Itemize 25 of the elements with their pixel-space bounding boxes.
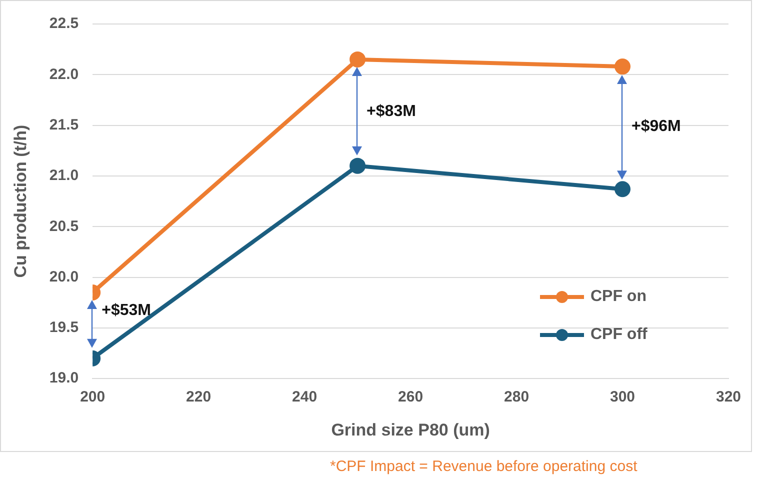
annotation: +$53M <box>102 302 151 320</box>
point <box>614 58 631 75</box>
y-tick-label: 21.5 <box>49 116 79 134</box>
text: *CPF Impact = Revenue before operating cost <box>330 458 638 475</box>
y-tick-label: 22.5 <box>49 15 79 32</box>
y-tick-label: 20.0 <box>49 268 79 286</box>
x-tick-label: 320 <box>716 388 741 406</box>
y-tick-label: 19.5 <box>49 319 79 336</box>
y-tick-label: 22.0 <box>49 66 79 83</box>
legend-label: CPF on <box>590 288 646 306</box>
x-axis-title: Grind size P80 (um) <box>331 420 490 440</box>
x-tick-label: 300 <box>610 388 636 406</box>
y-tick-label: 20.5 <box>49 218 79 235</box>
x-tick-label: 260 <box>398 388 424 406</box>
legend-label: CPF off <box>590 326 648 344</box>
y-tick-label: 21.0 <box>49 167 79 184</box>
x-tick-label: 280 <box>504 388 530 406</box>
y-axis-title: Cu production (t/h) <box>10 124 30 278</box>
y-tick-label: 19.0 <box>49 370 79 387</box>
annotation: +$96M <box>632 118 681 136</box>
x-tick-label: 200 <box>80 388 106 406</box>
annotation: +$83M <box>366 102 416 121</box>
x-tick-label: 240 <box>292 388 318 406</box>
x-tick-label: 220 <box>186 388 212 406</box>
point <box>614 181 631 198</box>
